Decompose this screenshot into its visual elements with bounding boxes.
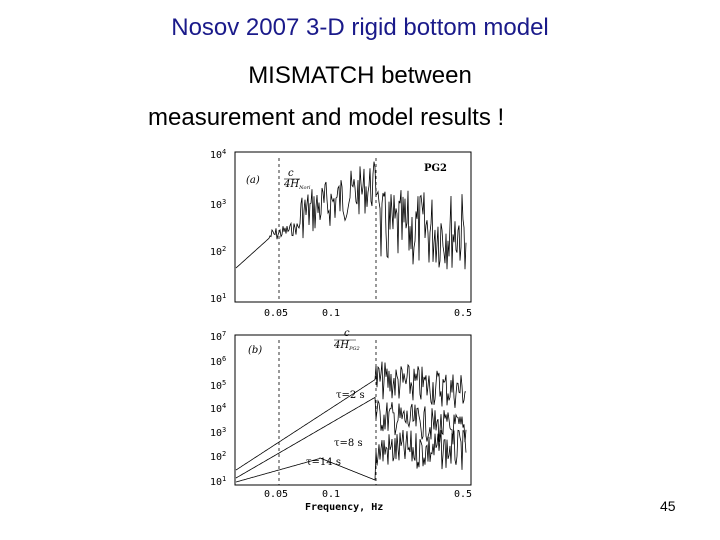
panel-a-ytick-10e2: 102: [210, 245, 226, 258]
panel-a-ytick-10e1: 101: [210, 292, 226, 305]
panel-b-frame: [234, 334, 472, 486]
panel-b-curve-tau14: [235, 429, 467, 483]
panel-a: 104 103 102 101 0.05 0.1 0.5 (a) PG2 c 4…: [210, 148, 472, 319]
panel-b-ytick-10e3: 103: [210, 426, 226, 439]
slide-subtitle-line2: measurement and model results !: [148, 104, 505, 131]
panel-a-xtick-0-5: 0.5: [454, 308, 472, 319]
panel-b-xtick-0-05: 0.05: [264, 489, 288, 500]
panel-a-label: (a): [246, 175, 260, 186]
panel-a-spectrum-curve: [235, 161, 467, 270]
panel-b-curve-tau8: [235, 396, 467, 479]
panel-b-curve-tau2: [235, 361, 467, 471]
panel-a-xtick-0-05: 0.05: [264, 308, 288, 319]
slide-title: Nosov 2007 3-D rigid bottom model: [171, 14, 549, 41]
page-number: 45: [660, 498, 676, 514]
panel-b-ytick-10e6: 106: [210, 355, 226, 368]
panel-b-annotation-num: c: [344, 328, 350, 339]
panel-a-xtick-0-1: 0.1: [322, 308, 340, 319]
panel-b-ytick-10e5: 105: [210, 379, 226, 392]
panel-b-ytick-10e2: 102: [210, 450, 226, 463]
panel-b-label: (b): [248, 345, 262, 356]
panel-a-ytick-10e3: 103: [210, 198, 226, 211]
panel-a-annotation-num: c: [288, 168, 294, 179]
panel-b-xtick-0-1: 0.1: [322, 489, 340, 500]
panel-a-frame: [234, 151, 472, 303]
panel-b-ytick-10e4: 104: [210, 402, 226, 415]
slide-subtitle-line1: MISMATCH between: [248, 62, 472, 89]
panel-b-annotation-den: 4HPG2: [333, 340, 360, 352]
panel-b-ytick-10e7: 107: [210, 330, 226, 343]
panel-b: 107 106 105 104 103 102 101 0.05 0.1 0.5…: [210, 328, 472, 513]
panel-a-ytick-10e4: 104: [210, 148, 226, 161]
panel-b-ytick-10e1: 101: [210, 475, 226, 488]
panel-a-annotation-den: 4HNori: [283, 179, 311, 191]
panel-b-curve-label-tau8: τ=8 s: [334, 438, 363, 449]
panel-a-station-label: PG2: [424, 163, 447, 174]
panel-b-xlabel: Frequency, Hz: [305, 502, 383, 513]
panel-b-curve-label-tau14: τ=14 s: [306, 457, 341, 468]
panel-b-xtick-0-5: 0.5: [454, 489, 472, 500]
